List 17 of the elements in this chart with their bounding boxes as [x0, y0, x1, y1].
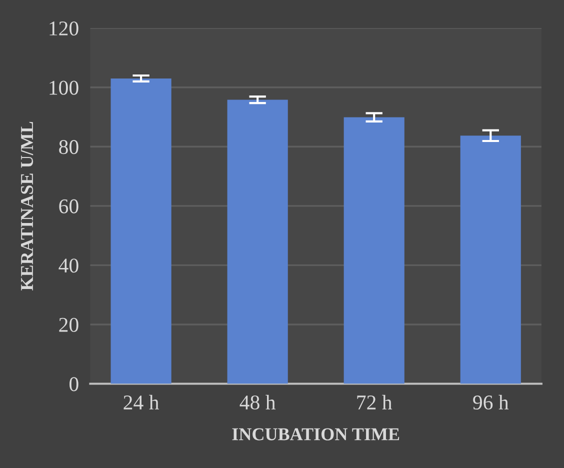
x-tick-label: 96 h: [473, 394, 509, 410]
y-tick-label: 80: [59, 140, 78, 154]
y-tick-label: 40: [58, 258, 78, 273]
bar: [110, 78, 172, 384]
y-tick-label: 20: [59, 318, 78, 332]
y-tick-label: 60: [59, 199, 78, 214]
y-tick-label: 100: [50, 80, 78, 95]
y-tick-label: 120: [50, 21, 78, 36]
bar: [227, 100, 288, 384]
y-tick-label: 0: [70, 377, 78, 392]
x-tick-label: 72 h: [357, 394, 392, 410]
bar: [460, 136, 521, 384]
x-tick-label: 48 h: [240, 394, 276, 410]
bar: [344, 117, 404, 384]
x-tick-label: 24 h: [124, 394, 159, 410]
y-axis-title: KERATINASE U/ML: [20, 122, 34, 290]
x-axis-title: INCUBATION TIME: [232, 428, 400, 440]
